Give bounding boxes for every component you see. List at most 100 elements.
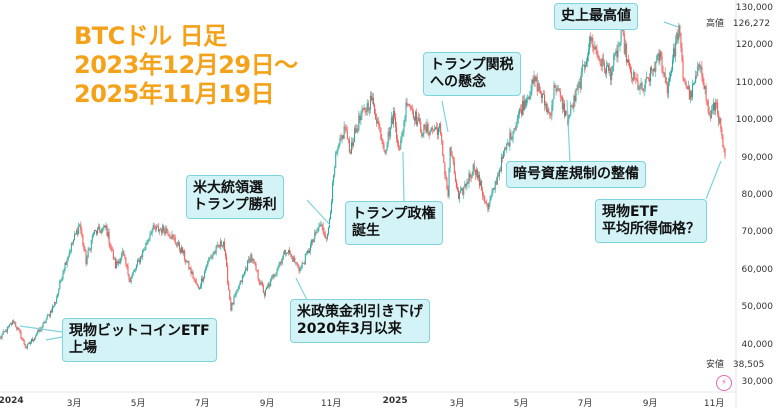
candle-up <box>626 59 628 63</box>
candle-up <box>319 224 321 227</box>
candle-up <box>480 180 482 186</box>
candle-down <box>174 238 176 243</box>
candle-down <box>690 90 692 98</box>
candle-down <box>722 135 724 148</box>
candle-up <box>553 85 555 100</box>
callout-connector <box>306 199 331 226</box>
candle-up <box>293 257 295 262</box>
candle-down <box>539 90 541 94</box>
candle-down <box>16 326 18 330</box>
candle-down <box>647 77 649 79</box>
candle-up <box>529 95 531 99</box>
candle-down <box>474 169 476 176</box>
candle-down <box>629 62 631 67</box>
candle-up <box>667 81 669 94</box>
candle-up <box>75 233 77 235</box>
candle-up <box>151 229 153 234</box>
candle-down <box>0 337 2 339</box>
candle-down <box>424 124 426 127</box>
candle-up <box>531 79 533 92</box>
title-line-1: BTCドル 日足 <box>74 22 227 50</box>
candle-down <box>25 346 27 349</box>
y-tick-label: 40,000 <box>741 339 774 350</box>
candle-down <box>303 263 305 265</box>
candle-down <box>20 332 22 339</box>
candle-down <box>435 127 437 129</box>
candle-up <box>387 131 389 144</box>
candle-down <box>71 243 73 244</box>
candle-up <box>404 117 406 122</box>
lightning-icon[interactable]: ⚡ <box>716 375 732 391</box>
candle-down <box>456 187 458 190</box>
candle-up <box>489 200 491 204</box>
candle-down <box>665 76 667 85</box>
candle-up <box>282 254 284 260</box>
candle-up <box>142 250 144 258</box>
low-value: 38,505 <box>732 360 765 370</box>
candle-up <box>134 268 136 270</box>
candle-down <box>48 314 50 317</box>
candle-up <box>274 275 276 278</box>
candle-down <box>485 202 487 204</box>
candle-down <box>432 129 434 131</box>
candle-down <box>128 274 130 281</box>
candle-down <box>406 102 408 106</box>
candle-down <box>630 66 632 72</box>
candle-down <box>19 329 21 333</box>
candle-down <box>420 122 422 133</box>
candle-down <box>323 232 325 235</box>
candle-up <box>158 229 160 232</box>
candle-up <box>237 289 239 290</box>
candle-up <box>317 227 319 233</box>
candle-down <box>421 132 423 137</box>
candle-down <box>141 256 143 258</box>
candle-down <box>596 49 598 55</box>
candle-down <box>178 242 180 250</box>
candle-up <box>300 266 302 269</box>
candle-down <box>440 123 442 134</box>
y-tick-label: 80,000 <box>741 190 774 200</box>
candle-up <box>122 251 124 254</box>
candle-up <box>87 249 89 258</box>
candle-down <box>394 110 396 118</box>
candle-up <box>601 58 603 67</box>
candle-down <box>481 180 483 191</box>
candle-down <box>111 249 113 251</box>
candle-down <box>185 259 187 262</box>
candle-up <box>62 273 64 280</box>
candle-down <box>96 230 98 234</box>
x-tick-label: 7月 <box>194 399 210 409</box>
candle-down <box>229 289 231 300</box>
candle-down <box>450 147 452 156</box>
candle-up <box>243 271 245 275</box>
candle-down <box>349 151 351 154</box>
candle-down <box>15 322 17 327</box>
candle-up <box>687 86 689 90</box>
candle-up <box>614 52 616 55</box>
candle-down <box>227 265 229 283</box>
candle-up <box>535 77 537 82</box>
candle-down <box>112 250 114 260</box>
callout-connector <box>566 99 571 163</box>
candle-up <box>61 279 63 281</box>
candle-up <box>695 76 697 83</box>
candle-down <box>364 108 366 112</box>
candle-up <box>606 64 608 67</box>
candle-down <box>126 264 128 267</box>
candle-up <box>423 124 425 134</box>
candle-down <box>548 108 550 114</box>
candle-down <box>681 47 683 60</box>
candle-down <box>682 59 684 79</box>
candle-up <box>93 230 95 235</box>
candle-up <box>222 241 224 247</box>
candle-down <box>294 257 296 263</box>
candle-down <box>106 225 108 236</box>
candle-down <box>153 225 155 228</box>
candle-up <box>475 169 477 176</box>
candle-up <box>73 234 75 240</box>
candle-up <box>403 121 405 133</box>
candle-down <box>381 139 383 141</box>
candle-down <box>108 232 110 245</box>
candle-down <box>55 302 57 304</box>
